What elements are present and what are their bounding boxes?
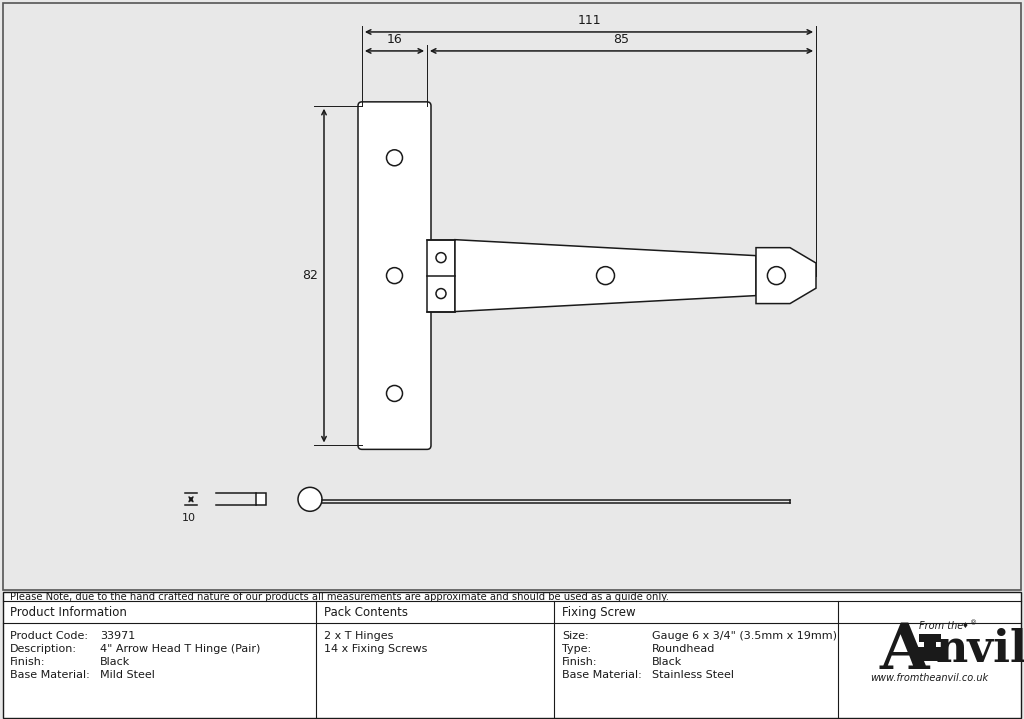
Text: Description:: Description:	[10, 644, 77, 654]
Text: 14 x Fixing Screws: 14 x Fixing Screws	[324, 644, 427, 654]
Text: Size:: Size:	[562, 631, 589, 641]
Circle shape	[386, 385, 402, 401]
Bar	[256, 493, 266, 505]
Text: Finish:: Finish:	[562, 657, 597, 667]
Text: Gauge 6 x 3/4" (3.5mm x 19mm): Gauge 6 x 3/4" (3.5mm x 19mm)	[652, 631, 837, 641]
Text: 4" Arrow Head T Hinge (Pair): 4" Arrow Head T Hinge (Pair)	[100, 644, 260, 654]
Circle shape	[386, 150, 402, 166]
Text: Base Material:: Base Material:	[562, 670, 642, 680]
Bar	[913, 646, 945, 661]
FancyBboxPatch shape	[358, 102, 431, 449]
Text: Product Code:: Product Code:	[10, 631, 88, 641]
Bar	[924, 641, 936, 646]
Text: Product Information: Product Information	[10, 605, 127, 618]
Text: Finish:: Finish:	[10, 657, 45, 667]
Text: ®: ®	[970, 620, 977, 626]
Circle shape	[436, 288, 446, 298]
Circle shape	[298, 487, 322, 511]
Text: 33971: 33971	[100, 631, 135, 641]
Text: 16: 16	[387, 33, 402, 46]
Text: A: A	[880, 621, 929, 682]
Text: Base Material:: Base Material:	[10, 670, 90, 680]
Text: 82: 82	[302, 269, 317, 282]
Circle shape	[436, 252, 446, 262]
Text: Mild Steel: Mild Steel	[100, 670, 155, 680]
Circle shape	[767, 267, 785, 285]
Text: Black: Black	[652, 657, 682, 667]
Polygon shape	[756, 247, 816, 303]
Text: Fixing Screw: Fixing Screw	[562, 605, 636, 618]
Bar	[919, 633, 940, 641]
Text: Roundhead: Roundhead	[652, 644, 716, 654]
Text: Pack Contents: Pack Contents	[324, 605, 408, 618]
Text: 111: 111	[578, 14, 601, 27]
Text: 10: 10	[182, 513, 196, 523]
Polygon shape	[455, 239, 756, 311]
Text: Stainless Steel: Stainless Steel	[652, 670, 734, 680]
Text: Black: Black	[100, 657, 130, 667]
Text: 2 x T Hinges: 2 x T Hinges	[324, 631, 393, 641]
Text: ♦: ♦	[963, 621, 969, 630]
Circle shape	[386, 267, 402, 283]
Text: 85: 85	[613, 33, 630, 46]
Bar	[427, 239, 455, 311]
Text: From the: From the	[920, 620, 964, 631]
Text: Type:: Type:	[562, 644, 591, 654]
Text: www.fromtheanvil.co.uk: www.fromtheanvil.co.uk	[870, 672, 988, 682]
Text: Please Note, due to the hand crafted nature of our products all measurements are: Please Note, due to the hand crafted nat…	[10, 592, 669, 602]
Circle shape	[597, 267, 614, 285]
Text: nvil: nvil	[936, 628, 1024, 671]
